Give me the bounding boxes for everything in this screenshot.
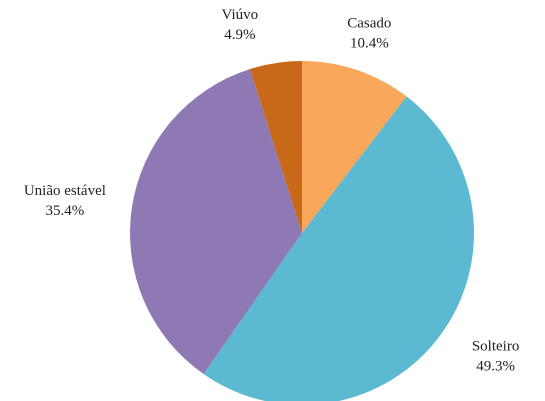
pie-slice (130, 69, 302, 375)
slice-value-label: 49.3% (476, 358, 515, 374)
slice-value-label: 4.9% (224, 27, 255, 43)
slice-label: União estável (24, 183, 106, 199)
pie-slice (249, 61, 302, 233)
pie-slice (302, 61, 407, 233)
slice-value-label: 10.4% (350, 36, 389, 52)
slice-label: Viúvo (222, 7, 259, 23)
pie-slice (203, 96, 474, 401)
slice-value-label: 35.4% (46, 203, 85, 219)
slice-label: Solteiro (472, 338, 520, 354)
slice-label: Casado (347, 16, 391, 32)
